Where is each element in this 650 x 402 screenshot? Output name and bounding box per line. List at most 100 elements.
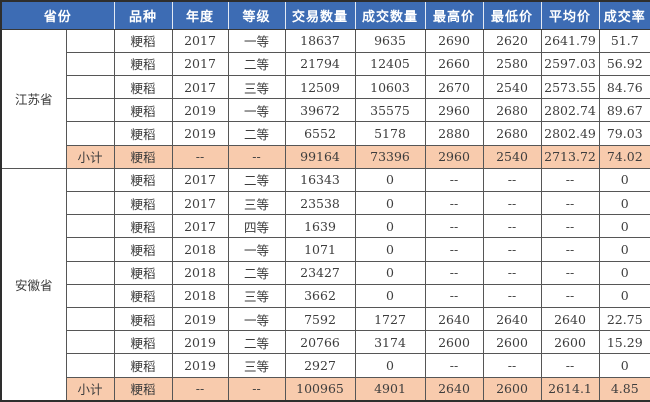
year-cell: 2019: [171, 306, 229, 332]
grade-cell: 二等: [227, 51, 286, 76]
header-year: 年度: [171, 1, 229, 30]
deal-rate-cell: 0: [598, 353, 650, 378]
table-body: 江苏省 粳稻 2017 一等 18637 9635 2690 2620 2641.79 51.7 粳…: [0, 28, 650, 402]
year-cell: 2017: [171, 28, 229, 53]
header-min-price: 最低价: [482, 1, 542, 30]
variety-cell: 粳稻: [113, 376, 173, 402]
year-cell: --: [171, 376, 229, 402]
subtotal-label-cell: [65, 74, 115, 100]
variety-cell: 粳稻: [113, 283, 173, 308]
trade-qty-cell: 16343: [284, 167, 356, 192]
max-price-cell: 2660: [424, 51, 484, 76]
trade-qty-cell: 23538: [284, 190, 356, 216]
variety-cell: 粳稻: [113, 74, 173, 100]
table-row: 粳稻 2019 二等 20766 3174 2600 2600 2600 15.29: [1, 330, 650, 355]
table-row: 粳稻 2019 二等 6552 5178 2880 2680 2802.49 79.03: [1, 121, 650, 146]
deal-rate-cell: 79.03: [598, 121, 650, 146]
avg-price-cell: --: [540, 190, 600, 216]
grade-cell: 二等: [227, 167, 286, 192]
deal-qty-cell: 0: [354, 353, 426, 378]
year-cell: 2019: [171, 98, 229, 123]
table-row: 粳稻 2018 一等 1071 0 -- -- -- 0: [1, 237, 650, 262]
deal-qty-cell: 0: [354, 237, 426, 262]
year-cell: 2019: [171, 121, 229, 146]
subtotal-row: 小计 粳稻 -- -- 99164 73396 2960 2540 2713.72 74.02: [1, 144, 650, 169]
trade-qty-cell: 1071: [284, 237, 356, 262]
province-cell: 江苏省: [0, 28, 67, 169]
deal-rate-cell: 56.92: [598, 51, 650, 76]
deal-qty-cell: 5178: [354, 121, 426, 146]
header-avg-price: 平均价: [540, 1, 600, 30]
deal-qty-cell: 0: [354, 283, 426, 308]
subtotal-label-cell: [65, 121, 115, 146]
avg-price-cell: 2802.49: [540, 121, 600, 146]
variety-cell: 粳稻: [113, 330, 173, 355]
avg-price-cell: 2600: [540, 330, 600, 355]
table-row: 粳稻 2019 一等 39672 35575 2960 2680 2802.74 89.67: [1, 98, 650, 123]
avg-price-cell: 2802.74: [540, 98, 600, 123]
min-price-cell: 2620: [482, 28, 542, 53]
grade-cell: 二等: [227, 260, 286, 285]
max-price-cell: 2960: [424, 98, 484, 123]
deal-qty-cell: 3174: [354, 330, 426, 355]
max-price-cell: 2880: [424, 121, 484, 146]
trade-qty-cell: 20766: [284, 330, 356, 355]
table-row: 粳稻 2018 三等 3662 0 -- -- -- 0: [1, 283, 650, 308]
max-price-cell: --: [424, 260, 484, 285]
subtotal-label-cell: 小计: [65, 376, 115, 402]
avg-price-cell: 2573.55: [540, 74, 600, 100]
year-cell: 2017: [171, 51, 229, 76]
trade-qty-cell: 100965: [284, 376, 356, 402]
subtotal-label-cell: [65, 28, 115, 53]
grade-cell: 四等: [227, 214, 286, 239]
grade-cell: 二等: [227, 121, 286, 146]
year-cell: 2018: [171, 237, 229, 262]
trade-qty-cell: 3662: [284, 283, 356, 308]
subtotal-label-cell: [65, 330, 115, 355]
deal-rate-cell: 0: [598, 283, 650, 308]
subtotal-label-cell: [65, 190, 115, 216]
avg-price-cell: --: [540, 214, 600, 239]
subtotal-label-cell: [65, 214, 115, 239]
min-price-cell: 2640: [482, 306, 542, 332]
header-max-price: 最高价: [424, 1, 484, 30]
table-row: 粳稻 2018 二等 23427 0 -- -- -- 0: [1, 260, 650, 285]
avg-price-cell: --: [540, 167, 600, 192]
max-price-cell: --: [424, 353, 484, 378]
max-price-cell: 2670: [424, 74, 484, 100]
table-row: 粳稻 2017 四等 1639 0 -- -- -- 0: [1, 214, 650, 239]
deal-rate-cell: 0: [598, 214, 650, 239]
variety-cell: 粳稻: [113, 51, 173, 76]
header-row: 省份 品种 年度 等级 交易数量 成交数量 最高价 最低价 平均价 成交率: [1, 1, 650, 30]
trade-qty-cell: 1639: [284, 214, 356, 239]
deal-rate-cell: 15.29: [598, 330, 650, 355]
avg-price-cell: --: [540, 260, 600, 285]
grade-cell: 三等: [227, 74, 286, 100]
table-row: 粳稻 2017 三等 12509 10603 2670 2540 2573.55 84.76: [1, 74, 650, 100]
table-row: 粳稻 2017 二等 21794 12405 2660 2580 2597.03 56.92: [1, 51, 650, 76]
variety-cell: 粳稻: [113, 306, 173, 332]
subtotal-label-cell: 小计: [65, 144, 115, 169]
grade-cell: 一等: [227, 237, 286, 262]
year-cell: 2018: [171, 283, 229, 308]
max-price-cell: --: [424, 167, 484, 192]
table-row: 江苏省 粳稻 2017 一等 18637 9635 2690 2620 2641.79 51.7: [0, 28, 650, 169]
header-deal-rate: 成交率: [598, 1, 650, 30]
year-cell: 2017: [171, 74, 229, 100]
deal-qty-cell: 0: [354, 167, 426, 192]
deal-qty-cell: 12405: [354, 51, 426, 76]
deal-rate-cell: 84.76: [598, 74, 650, 100]
deal-qty-cell: 0: [354, 260, 426, 285]
trade-qty-cell: 99164: [284, 144, 356, 169]
max-price-cell: --: [424, 190, 484, 216]
variety-cell: 粳稻: [113, 144, 173, 169]
trade-qty-cell: 7592: [284, 306, 356, 332]
variety-cell: 粳稻: [113, 353, 173, 378]
min-price-cell: --: [482, 353, 542, 378]
header-trade-qty: 交易数量: [284, 1, 356, 30]
variety-cell: 粳稻: [113, 121, 173, 146]
variety-cell: 粳稻: [113, 190, 173, 216]
max-price-cell: 2600: [424, 330, 484, 355]
grade-cell: 二等: [227, 330, 286, 355]
